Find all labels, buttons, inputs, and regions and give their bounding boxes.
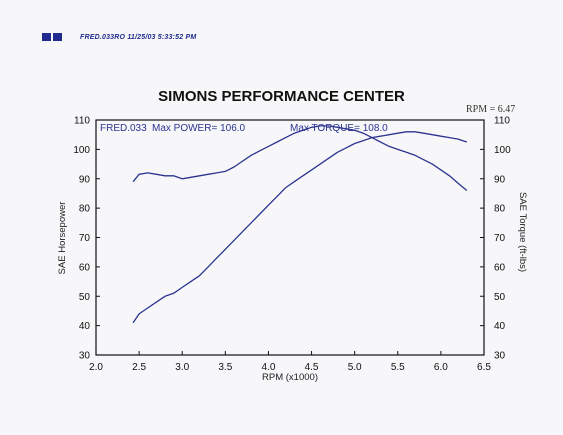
x-axis-ticks: 2.0 2.5 3.0 3.5 4.0 4.5 5.0 5.5 6.0 6.5 bbox=[89, 351, 491, 373]
left-tick-label: 70 bbox=[79, 233, 91, 244]
chart-title: SIMONS PERFORMANCE CENTER bbox=[158, 88, 405, 105]
x-tick-label: 6.0 bbox=[434, 362, 448, 373]
header-text: FRED.033RO 11/25/03 5:33:52 PM bbox=[80, 33, 197, 41]
right-axis-label: SAE Torque (ft-lbs) bbox=[517, 192, 528, 272]
left-tick-label: 100 bbox=[73, 145, 90, 156]
left-tick-label: 90 bbox=[79, 174, 91, 185]
left-tick-label: 80 bbox=[79, 204, 91, 215]
left-tick-label: 60 bbox=[79, 262, 91, 273]
left-tick-label: 110 bbox=[74, 116, 90, 127]
left-axis-label: SAE Horsepower bbox=[57, 202, 68, 275]
x-tick-label: 2.0 bbox=[89, 362, 103, 373]
left-tick-label: 40 bbox=[79, 321, 91, 332]
right-tick-label: 110 bbox=[494, 116, 510, 127]
right-tick-label: 50 bbox=[494, 292, 506, 303]
right-tick-label: 60 bbox=[494, 262, 506, 273]
left-tick-label: 30 bbox=[79, 351, 91, 362]
x-tick-label: 4.5 bbox=[305, 362, 319, 373]
x-tick-label: 3.5 bbox=[218, 362, 232, 373]
x-tick-label: 5.0 bbox=[348, 362, 362, 373]
rpm-note: RPM = 6.47 bbox=[466, 104, 516, 115]
header-row: FRED.033RO 11/25/03 5:33:52 PM bbox=[42, 31, 196, 43]
series-group bbox=[132, 125, 468, 324]
run-label: FRED.033 bbox=[100, 123, 147, 134]
x-tick-label: 6.5 bbox=[477, 362, 491, 373]
right-tick-label: 80 bbox=[494, 204, 506, 215]
torque-curve bbox=[132, 125, 468, 191]
left-tick-label: 50 bbox=[79, 292, 91, 303]
max-torque-label: Max TORQUE= 108.0 bbox=[290, 123, 388, 134]
header-block-icon bbox=[42, 33, 51, 41]
max-power-label: Max POWER= 106.0 bbox=[152, 123, 246, 134]
x-tick-label: 3.0 bbox=[175, 362, 189, 373]
plot-frame bbox=[95, 119, 485, 356]
header-block-icon bbox=[53, 33, 62, 41]
left-axis-ticks: 30 40 50 60 70 80 90 100 110 bbox=[73, 116, 100, 362]
right-tick-label: 100 bbox=[494, 145, 511, 156]
right-tick-label: 70 bbox=[494, 233, 506, 244]
x-tick-label: 4.0 bbox=[261, 362, 275, 373]
x-tick-label: 5.5 bbox=[391, 362, 405, 373]
right-tick-label: 30 bbox=[494, 351, 506, 362]
x-axis-label: RPM (x1000) bbox=[262, 372, 318, 383]
horsepower-curve bbox=[132, 131, 468, 324]
right-tick-label: 40 bbox=[494, 321, 506, 332]
right-tick-label: 90 bbox=[494, 174, 506, 185]
right-axis-ticks: 30 40 50 60 70 80 90 100 110 bbox=[480, 116, 511, 362]
x-tick-label: 2.5 bbox=[132, 362, 146, 373]
